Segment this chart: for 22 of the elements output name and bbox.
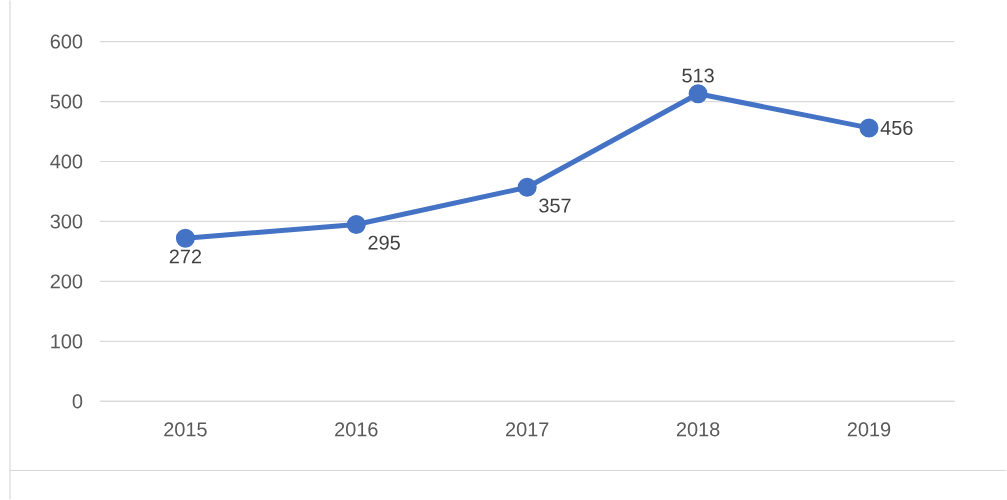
point — [517, 177, 537, 197]
x-tick-label: 2019 — [847, 422, 891, 437]
x-tick-label: 2015 — [164, 422, 207, 437]
y-tick-label: 500 — [50, 94, 83, 109]
y-tick-label: 200 — [50, 274, 83, 289]
point — [175, 228, 195, 248]
point — [859, 118, 879, 138]
x-tick-label: 2017 — [506, 422, 549, 437]
y-tick-label: 100 — [51, 334, 83, 349]
data-label: 513 — [682, 68, 714, 83]
point — [346, 214, 366, 234]
data-label: 456 — [880, 120, 913, 135]
y-tick-label: 300 — [50, 214, 83, 229]
data-label: 295 — [368, 235, 400, 250]
data-label: 272 — [169, 249, 201, 264]
point — [688, 84, 708, 104]
data-label: 357 — [539, 198, 571, 213]
x-tick-label: 2016 — [335, 422, 378, 437]
y-tick-label: 400 — [50, 154, 83, 169]
x-tick-label: 2018 — [676, 422, 720, 437]
y-tick-label: 0 — [72, 394, 83, 409]
y-tick-label: 600 — [50, 34, 83, 49]
